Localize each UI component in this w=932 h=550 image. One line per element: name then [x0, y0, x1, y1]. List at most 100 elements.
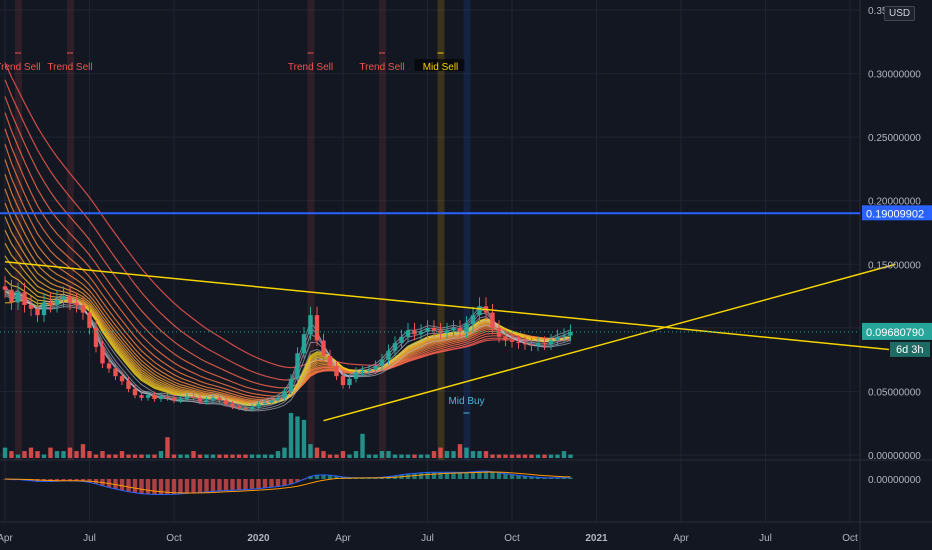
signal-band: [379, 0, 386, 460]
candle-body: [477, 306, 482, 316]
candle-body: [74, 302, 79, 305]
macd-histogram-bar: [165, 479, 170, 495]
candle-body: [184, 396, 190, 400]
volume-bar: [15, 454, 21, 458]
volume-bar: [106, 454, 112, 458]
macd-histogram-bar: [451, 472, 456, 479]
volume-bar: [35, 451, 40, 458]
volume-bar: [561, 451, 567, 458]
volume-bar: [275, 451, 281, 458]
signal-labels: Trend Sell Trend Sell Trend Sell Trend Sell…: [0, 52, 485, 414]
candle-body: [412, 330, 417, 335]
grey-ribbon: [4, 285, 571, 412]
macd-pane: [2, 470, 573, 495]
candle-body: [67, 296, 73, 303]
volume-bar: [41, 454, 47, 458]
countdown-tag: [890, 341, 930, 357]
volume-bar: [269, 454, 274, 458]
time-tick-label: 2020: [247, 533, 270, 544]
candle-body: [529, 344, 534, 346]
candle-body: [548, 340, 554, 345]
volume-bar: [139, 454, 144, 458]
candle-body: [249, 406, 255, 410]
candle-body: [353, 372, 359, 379]
macd-histogram-bar: [67, 479, 73, 481]
candle-body: [555, 336, 560, 341]
macd-histogram-bar: [327, 475, 333, 479]
volume-bar: [327, 454, 333, 458]
time-tick-label: Apr: [673, 533, 689, 544]
time-tick-label: Jul: [421, 533, 434, 544]
candle-body: [334, 366, 339, 377]
volume-bar: [334, 454, 339, 458]
macd-histogram-bar: [54, 479, 60, 482]
volume-bar: [28, 447, 34, 458]
price-axis[interactable]: 0.35 0.30000000 0.25000000 0.20000000 0.1500…: [868, 6, 921, 486]
macd-histogram-bar: [275, 479, 281, 487]
volume-bar: [197, 454, 203, 458]
macd-histogram-bar: [529, 476, 534, 479]
volume-bar: [496, 454, 502, 458]
volume-bar: [210, 454, 216, 458]
price-tick-label: 0.35: [868, 6, 888, 17]
countdown-value: 6d 3h: [896, 344, 924, 356]
volume-bar: [119, 451, 125, 458]
candle-body: [308, 315, 313, 335]
volume-bar: [347, 454, 352, 458]
currency-badge[interactable]: USD: [884, 6, 916, 21]
macd-tick-label: 0.00000000: [868, 475, 921, 486]
candle-body: [28, 304, 34, 309]
macd-histogram-bar: [61, 479, 66, 481]
signal-band: [463, 0, 471, 460]
volume-bar: [223, 454, 229, 458]
volume-bar: [548, 454, 554, 458]
macd-histogram-bar: [464, 472, 469, 479]
grey-ema-line: [4, 293, 571, 411]
signal-band: [307, 0, 315, 460]
signal-band: [15, 0, 22, 460]
volume-bar: [360, 433, 365, 458]
volume-bar: [314, 447, 320, 458]
candle-body: [41, 302, 47, 316]
candle-body: [158, 396, 164, 400]
candle-body: [165, 396, 170, 398]
candle-body: [431, 327, 437, 331]
signal-label: Mid Buy: [448, 396, 484, 407]
volume-bar: [80, 444, 86, 458]
volume-bar: [451, 451, 456, 458]
time-tick-label: Oct: [166, 533, 182, 544]
macd-histogram-bar: [561, 477, 567, 479]
macd-histogram-bar: [139, 479, 144, 494]
candle-body: [191, 396, 196, 398]
candle-body: [145, 395, 151, 398]
volume-bar: [165, 437, 170, 458]
volume-bar: [22, 451, 27, 458]
candle-body: [54, 299, 60, 305]
price-tick-label: 0.20000000: [868, 197, 921, 208]
volume-bar: [353, 451, 359, 458]
macd-histogram-bar: [535, 477, 541, 479]
macd-histogram-bar: [477, 471, 482, 479]
time-axis[interactable]: Apr Jul Oct 2020 Apr Jul Oct 2021 Apr Jul Oct: [0, 533, 858, 544]
macd-histogram-bar: [223, 479, 229, 491]
ema-line: [4, 96, 571, 389]
volume-bar: [464, 447, 469, 458]
trendlines: [0, 212, 896, 422]
volume-bar: [379, 451, 385, 458]
macd-histogram-bar: [256, 479, 261, 489]
candle-body: [464, 324, 469, 332]
macd-histogram-bar: [262, 479, 268, 488]
volume-bar: [217, 454, 222, 458]
volume-bar: [152, 454, 157, 458]
macd-histogram-bar: [126, 479, 131, 492]
macd-histogram-bar: [334, 475, 339, 479]
candle-body: [516, 341, 521, 344]
candle-body: [457, 327, 463, 332]
volume-bar: [483, 451, 489, 458]
macd-histogram-bar: [314, 475, 320, 479]
volume-bar: [490, 454, 495, 458]
price-tick-label: 0.05000000: [868, 387, 921, 398]
candle-body: [269, 400, 274, 403]
macd-histogram-bar: [80, 479, 86, 482]
